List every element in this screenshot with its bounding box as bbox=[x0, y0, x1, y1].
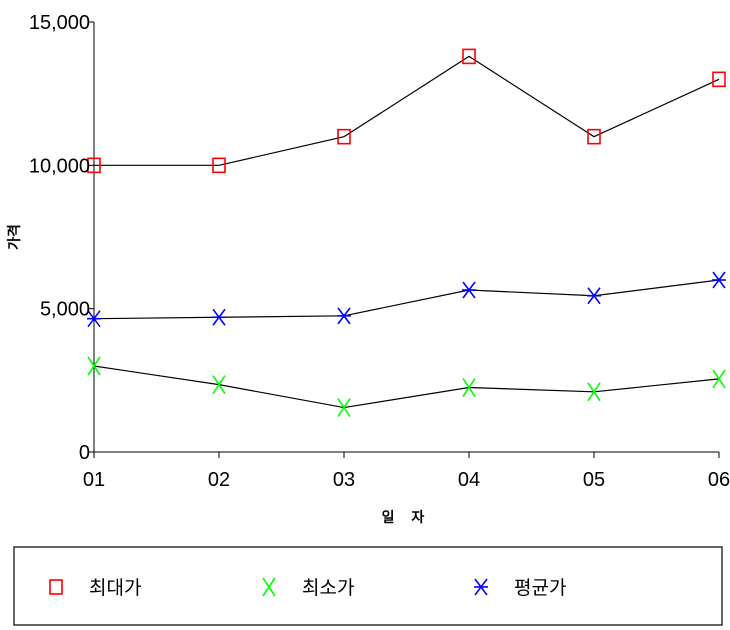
y-tick-label: 0 bbox=[79, 442, 90, 464]
series-line-2 bbox=[93, 365, 720, 409]
x-marker-stroke bbox=[337, 398, 351, 418]
square-marker-shape bbox=[87, 157, 101, 174]
legend-label-series-1: 최대가 bbox=[89, 577, 141, 599]
data-point-series-1 bbox=[712, 71, 726, 88]
square-marker-shape bbox=[212, 157, 226, 174]
square-marker-shape bbox=[587, 128, 601, 145]
x-axis-label: 일 자 bbox=[382, 510, 431, 526]
x-tick-label: 06 bbox=[708, 469, 730, 491]
data-point-series-3 bbox=[87, 310, 101, 328]
x-tick-label: 05 bbox=[583, 469, 605, 491]
tick-labels: 0 5,000 10,000 15,000 01 02 03 04 05 06 bbox=[29, 12, 730, 491]
data-point-series-2 bbox=[212, 375, 226, 395]
x-marker-stroke bbox=[262, 577, 276, 597]
square-marker-shape bbox=[712, 71, 726, 88]
x-marker-stroke bbox=[712, 369, 726, 389]
legend-marker-series-2 bbox=[262, 577, 276, 597]
data-point-series-3 bbox=[462, 281, 476, 299]
square-marker-shape bbox=[49, 579, 63, 595]
data-point-series-1 bbox=[212, 157, 226, 174]
series-markers bbox=[87, 48, 726, 418]
data-point-series-2 bbox=[87, 356, 101, 376]
x-tick-label: 03 bbox=[333, 469, 355, 491]
square-marker-shape bbox=[337, 128, 351, 145]
y-tick-label: 15,000 bbox=[29, 12, 90, 34]
series-lines bbox=[93, 55, 720, 409]
series-line-1 bbox=[94, 55, 720, 166]
data-point-series-3 bbox=[212, 308, 226, 326]
data-point-series-3 bbox=[712, 271, 726, 289]
y-tick-label: 10,000 bbox=[29, 155, 90, 177]
x-tick-label: 04 bbox=[458, 469, 480, 491]
legend-marker-series-1 bbox=[49, 579, 63, 595]
legend-label-series-2: 최소가 bbox=[302, 577, 354, 599]
data-point-series-3 bbox=[587, 287, 601, 305]
chart-axes bbox=[88, 21, 720, 458]
y-tick-label: 5,000 bbox=[40, 299, 90, 321]
data-point-series-2 bbox=[462, 378, 476, 397]
data-point-series-2 bbox=[337, 398, 351, 418]
y-axis-label: 가격 bbox=[6, 224, 23, 250]
data-point-series-1 bbox=[587, 128, 601, 145]
x-tick-label: 02 bbox=[208, 469, 230, 491]
data-point-series-2 bbox=[587, 382, 601, 402]
x-marker-stroke bbox=[212, 375, 226, 395]
data-point-series-1 bbox=[462, 48, 476, 65]
legend-marker-series-3 bbox=[474, 578, 488, 596]
data-point-series-3 bbox=[337, 307, 351, 325]
x-marker-stroke bbox=[587, 382, 601, 402]
series-line-3 bbox=[93, 279, 720, 320]
data-point-series-1 bbox=[87, 157, 101, 174]
x-tick-label: 01 bbox=[83, 469, 105, 491]
square-marker-shape bbox=[462, 48, 476, 65]
legend-label-series-3: 평균가 bbox=[514, 577, 566, 599]
x-marker-stroke bbox=[87, 356, 101, 376]
x-marker-stroke bbox=[462, 378, 476, 397]
data-point-series-1 bbox=[337, 128, 351, 145]
data-point-series-2 bbox=[712, 369, 726, 389]
legend: 최대가 최소가 평균가 bbox=[13, 546, 723, 626]
legend-box bbox=[13, 546, 723, 626]
